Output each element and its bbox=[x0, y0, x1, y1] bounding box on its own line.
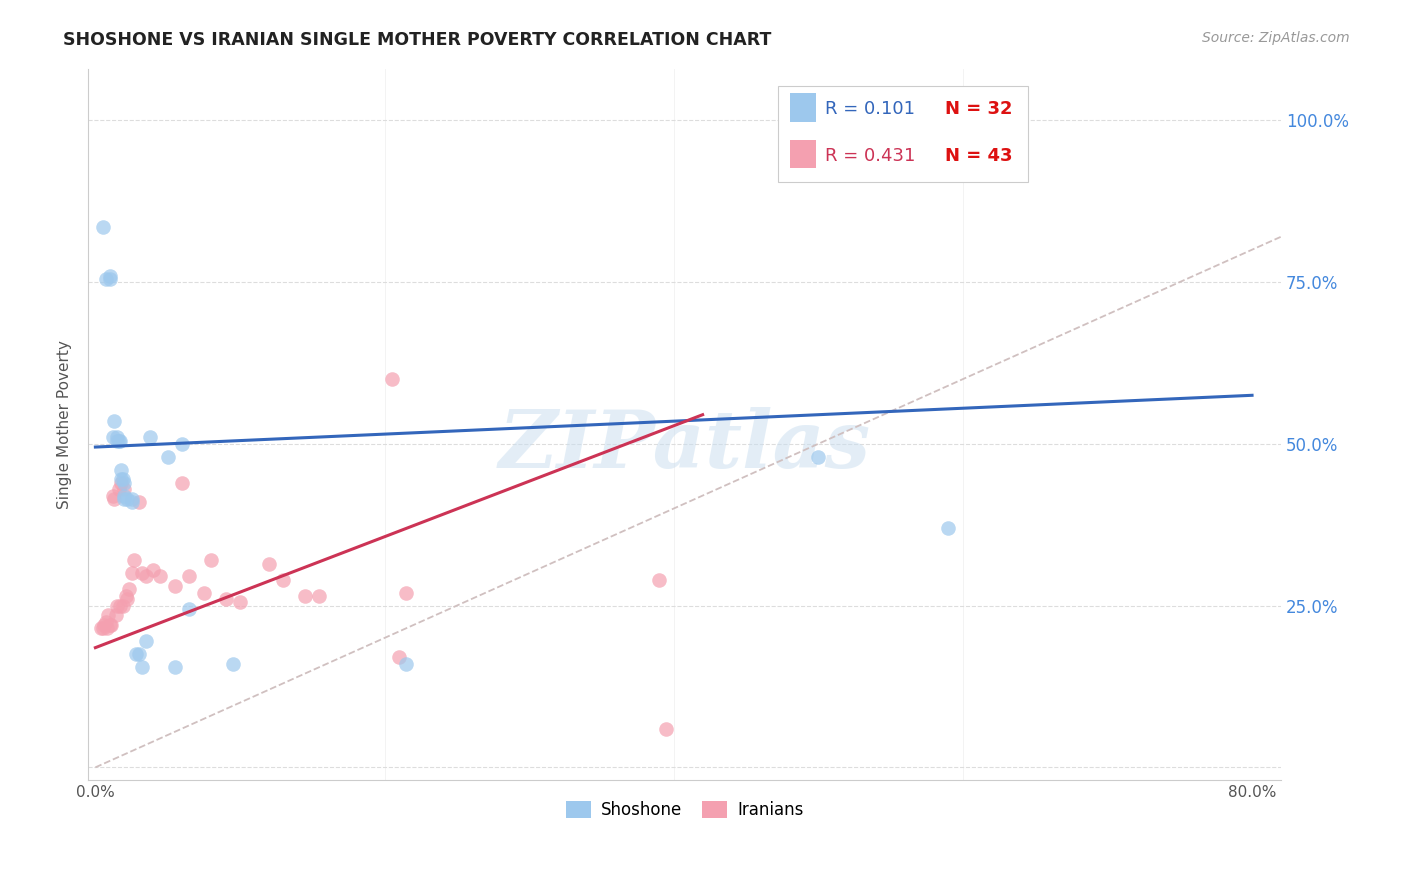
Text: SHOSHONE VS IRANIAN SINGLE MOTHER POVERTY CORRELATION CHART: SHOSHONE VS IRANIAN SINGLE MOTHER POVERT… bbox=[63, 31, 772, 49]
Point bbox=[103, 414, 125, 428]
FancyBboxPatch shape bbox=[778, 87, 1028, 182]
Point bbox=[179, 569, 201, 583]
Point bbox=[111, 472, 134, 486]
Point bbox=[163, 579, 186, 593]
Point bbox=[149, 569, 172, 583]
Point bbox=[163, 660, 186, 674]
Point bbox=[114, 589, 136, 603]
Point bbox=[96, 621, 118, 635]
Point bbox=[110, 472, 132, 486]
Point bbox=[938, 521, 960, 535]
Point bbox=[90, 621, 112, 635]
Point bbox=[105, 430, 128, 444]
Point bbox=[388, 650, 411, 665]
Point bbox=[121, 566, 143, 581]
Point bbox=[156, 450, 179, 464]
Point bbox=[103, 491, 125, 506]
Point bbox=[395, 657, 418, 671]
Point bbox=[110, 463, 132, 477]
Point bbox=[655, 722, 678, 736]
Point bbox=[131, 566, 153, 581]
Bar bbox=[790, 94, 815, 122]
Point bbox=[128, 647, 150, 661]
Point bbox=[107, 434, 129, 448]
Point bbox=[200, 553, 222, 567]
Point bbox=[91, 220, 114, 235]
Text: R = 0.101: R = 0.101 bbox=[825, 100, 915, 118]
Point bbox=[94, 272, 117, 286]
Point bbox=[101, 489, 124, 503]
Point bbox=[101, 430, 124, 444]
Point bbox=[395, 585, 418, 599]
Point bbox=[98, 618, 121, 632]
Point bbox=[121, 491, 143, 506]
Text: N = 32: N = 32 bbox=[945, 100, 1012, 118]
Point bbox=[193, 585, 215, 599]
Point bbox=[172, 475, 194, 490]
Point bbox=[214, 592, 236, 607]
Point bbox=[257, 557, 280, 571]
Point bbox=[121, 495, 143, 509]
Point bbox=[105, 434, 128, 448]
Legend: Shoshone, Iranians: Shoshone, Iranians bbox=[560, 794, 810, 825]
Point bbox=[91, 621, 114, 635]
Point bbox=[105, 599, 128, 613]
Point bbox=[172, 437, 194, 451]
Point bbox=[108, 434, 131, 448]
Point bbox=[108, 599, 131, 613]
Point bbox=[139, 430, 162, 444]
Point bbox=[115, 592, 138, 607]
Point bbox=[104, 608, 127, 623]
Bar bbox=[790, 140, 815, 169]
Point bbox=[124, 553, 146, 567]
Point bbox=[229, 595, 252, 609]
Point bbox=[128, 495, 150, 509]
Point bbox=[308, 589, 330, 603]
Point bbox=[93, 618, 115, 632]
Point bbox=[98, 268, 121, 283]
Point bbox=[222, 657, 245, 671]
Point bbox=[131, 660, 153, 674]
Point bbox=[100, 618, 122, 632]
Point bbox=[273, 573, 295, 587]
Point bbox=[112, 475, 135, 490]
Point bbox=[112, 482, 135, 496]
Point bbox=[117, 582, 139, 597]
Point bbox=[135, 634, 157, 648]
Point bbox=[110, 475, 132, 490]
Point bbox=[107, 482, 129, 496]
Point bbox=[135, 569, 157, 583]
Point bbox=[807, 450, 830, 464]
Point bbox=[115, 491, 138, 506]
Point bbox=[112, 491, 135, 506]
Point bbox=[142, 563, 165, 577]
Point bbox=[111, 599, 134, 613]
Point bbox=[381, 372, 404, 386]
Text: ZIPatlas: ZIPatlas bbox=[499, 407, 870, 484]
Point bbox=[294, 589, 316, 603]
Text: R = 0.431: R = 0.431 bbox=[825, 147, 915, 165]
Point bbox=[97, 608, 120, 623]
Point bbox=[179, 602, 201, 616]
Text: N = 43: N = 43 bbox=[945, 147, 1012, 165]
Point bbox=[125, 647, 148, 661]
Point bbox=[94, 615, 117, 629]
Text: Source: ZipAtlas.com: Source: ZipAtlas.com bbox=[1202, 31, 1350, 45]
Point bbox=[98, 272, 121, 286]
Point bbox=[648, 573, 671, 587]
Point bbox=[112, 489, 135, 503]
Y-axis label: Single Mother Poverty: Single Mother Poverty bbox=[58, 340, 72, 508]
